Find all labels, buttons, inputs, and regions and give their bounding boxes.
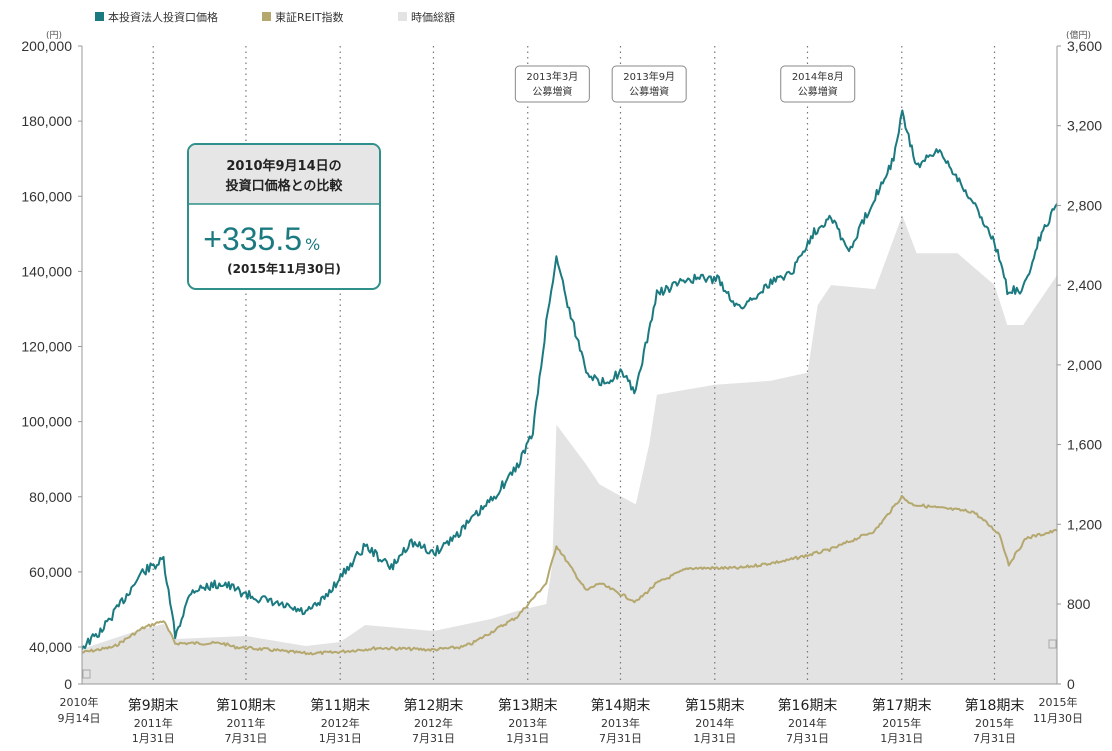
left-tick-label: 120,000	[21, 339, 72, 355]
left-tick-label: 200,000	[21, 38, 72, 54]
market-cap-area	[82, 215, 1057, 684]
legend-mcap-label: 時価総額	[411, 10, 455, 24]
left-tick-label: 40,000	[29, 639, 72, 655]
left-tick-label: 180,000	[21, 113, 72, 129]
period-date: 7月31日	[973, 732, 1016, 745]
period-year: 2012年	[321, 716, 360, 730]
period-label: 第14期末	[591, 697, 651, 714]
right-tick-label: 2,400	[1067, 277, 1102, 293]
callout-header-bg	[189, 145, 379, 204]
right-tick-label: 2,000	[1067, 357, 1102, 373]
right-axis-ticks: 0 800 1,200 1,600 2,000 2,400 2,800 3,200 3,600	[1057, 38, 1102, 692]
period-date: 1月31日	[319, 732, 362, 745]
period-label: 第13期末	[498, 697, 558, 714]
x-axis-labels: 第9期末 2011年 1月31日 第10期末 2011年 7月31日 第11期末 2012年 1…	[58, 695, 1084, 745]
period-label: 第11期末	[310, 697, 370, 714]
period-year: 2014年	[788, 716, 827, 730]
legend: 本投資法人投資口価格 東証REIT指数 時価総額	[95, 10, 455, 24]
period-label: 第18期末	[965, 697, 1025, 714]
period-year: 2015年	[882, 716, 921, 730]
legend-mcap-swatch	[398, 12, 407, 21]
annotation-box	[514, 65, 590, 103]
right-axis-unit: (億円)	[1066, 29, 1091, 41]
period-label: 第10期末	[216, 697, 276, 714]
unit-price-line	[82, 109, 1057, 650]
legend-reit-label: 東証REIT指数	[275, 10, 344, 24]
left-tick-label: 100,000	[21, 414, 72, 430]
annotation-line2: 公募増資	[629, 85, 669, 98]
period-year: 2011年	[226, 716, 265, 730]
right-tick-label: 3,200	[1067, 118, 1102, 134]
period-year: 2012年	[414, 716, 453, 730]
left-tick-label: 80,000	[29, 489, 72, 505]
period-date: 1月31日	[880, 732, 923, 745]
legend-reit-swatch	[262, 12, 271, 21]
period-label: 第15期末	[685, 697, 745, 714]
period-date: 7月31日	[412, 732, 455, 745]
x-end-year: 2015年	[1039, 695, 1078, 709]
callout-heading-line2: 投資口価格との比較	[226, 178, 344, 194]
period-year: 2013年	[601, 716, 640, 730]
end-marker	[1048, 639, 1057, 649]
annotation-line1: 2013年3月	[526, 70, 578, 83]
right-tick-label: 1,600	[1067, 437, 1102, 453]
period-date: 1月31日	[506, 732, 549, 745]
period-divider-layer	[152, 46, 996, 684]
x-start-year: 2010年	[60, 695, 99, 709]
right-tick-label: 2,800	[1067, 197, 1102, 213]
callout-heading-line1: 2010年9月14日の	[226, 158, 341, 174]
series-line-layer	[82, 109, 1057, 656]
annotation-box	[780, 65, 856, 103]
period-date: 7月31日	[224, 732, 267, 745]
left-axis-ticks: 0 40,000 60,000 80,000 100,000 120,000 140,000…	[21, 38, 82, 692]
period-date: 7月31日	[786, 732, 829, 745]
annotation-line2: 公募増資	[798, 85, 838, 98]
callout-value: +335.5	[203, 221, 302, 257]
right-tick-label: 800	[1067, 596, 1091, 612]
period-year: 2013年	[508, 716, 547, 730]
period-label: 第12期末	[404, 697, 464, 714]
period-label: 第17期末	[872, 697, 932, 714]
period-label: 第16期末	[778, 697, 838, 714]
legend-price-swatch	[95, 12, 104, 21]
annotation-line1: 2014年8月	[792, 70, 844, 83]
annotation-line1: 2013年9月	[623, 70, 675, 83]
legend-price-label: 本投資法人投資口価格	[108, 10, 218, 24]
period-year: 2014年	[695, 716, 734, 730]
right-tick-label: 1,200	[1067, 516, 1102, 532]
left-tick-label: 0	[64, 676, 72, 692]
right-tick-label: 3,600	[1067, 38, 1102, 54]
right-tick-label: 0	[1067, 676, 1075, 692]
left-tick-label: 140,000	[21, 263, 72, 279]
period-label: 第9期末	[128, 697, 179, 714]
left-axis-unit: (円)	[46, 30, 62, 41]
callout-value-unit: %	[305, 235, 320, 254]
annotation-line2: 公募増資	[532, 85, 572, 98]
reit-index-line	[82, 494, 1057, 656]
start-marker	[82, 669, 91, 679]
period-year: 2015年	[975, 716, 1014, 730]
period-year: 2011年	[134, 716, 173, 730]
callout-date: (2015年11月30日)	[227, 261, 341, 276]
period-date: 1月31日	[132, 732, 175, 745]
left-tick-label: 60,000	[29, 564, 72, 580]
period-date: 1月31日	[693, 732, 736, 745]
period-date: 7月31日	[599, 732, 642, 745]
annotation-box	[611, 65, 687, 103]
comparison-callout: 2010年9月14日の 投資口価格との比較 +335.5 % (2015年11月…	[187, 143, 381, 290]
left-tick-label: 160,000	[21, 188, 72, 204]
x-start-date: 9月14日	[58, 712, 101, 725]
market-cap-area-layer	[82, 215, 1057, 684]
x-end-date: 11月30日	[1033, 712, 1083, 725]
